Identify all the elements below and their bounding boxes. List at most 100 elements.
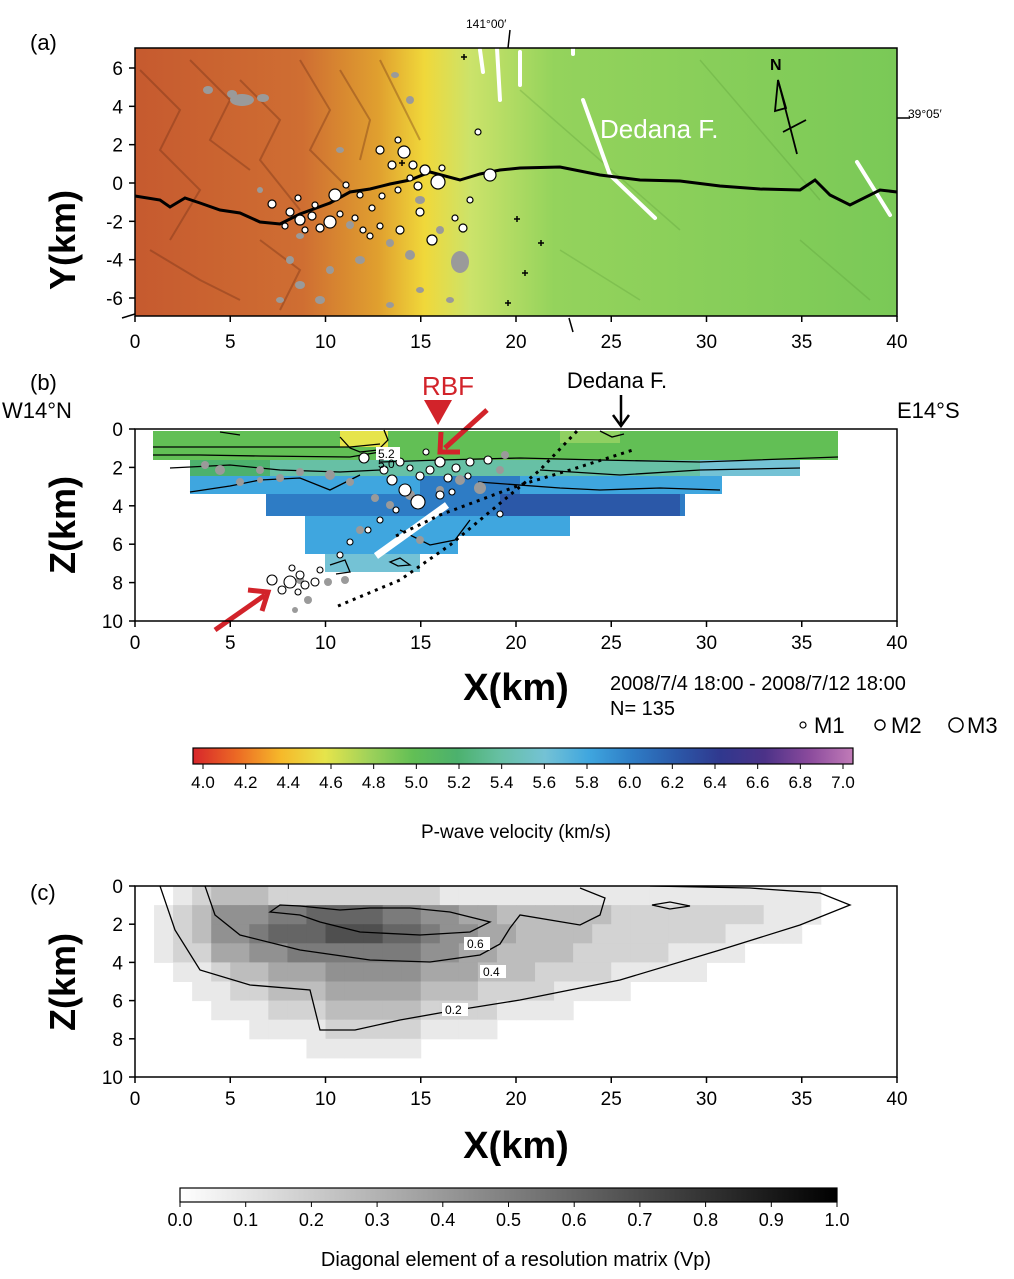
resolution-cell — [211, 924, 231, 944]
grey-epicenters — [203, 72, 469, 308]
resolution-cell — [344, 962, 365, 982]
resolution-cell — [230, 962, 250, 982]
resolution-cell — [592, 905, 612, 925]
resolution-cell — [420, 981, 441, 1002]
resolution-cell — [363, 886, 384, 906]
resolution-cell — [420, 886, 441, 906]
station-profile-line — [134, 165, 898, 226]
resolution-cell — [516, 886, 536, 906]
resolution-cell — [363, 962, 384, 982]
panel-b-y-axis-title: Z(km) — [42, 476, 83, 574]
resolution-cell — [382, 962, 403, 982]
resolution-cell — [420, 1019, 441, 1040]
resolution-cell — [268, 962, 288, 982]
resolution-cell — [611, 943, 631, 963]
resolution-cell — [401, 886, 422, 906]
resolution-cell — [439, 924, 460, 944]
resolution-cell — [325, 886, 346, 906]
resolution-cell — [687, 905, 707, 925]
resolution-cell — [363, 1000, 384, 1021]
resolution-cell — [268, 981, 288, 1002]
resolution-cell — [249, 1000, 269, 1021]
velocity-colorbar-tick-label: 4.2 — [234, 773, 258, 792]
resolution-cell — [706, 943, 727, 963]
magnitude-legend: M1 M2 M3 — [799, 713, 998, 738]
resolution-cell — [477, 981, 498, 1002]
resolution-cell — [477, 1019, 498, 1040]
resolution-cell — [268, 924, 288, 944]
legend-m3: M3 — [967, 713, 998, 738]
resolution-colorbar-tick-label: 0.6 — [562, 1210, 587, 1230]
panel-a-x-tick-label: 5 — [225, 332, 236, 353]
resolution-cell — [554, 924, 574, 944]
panel-c-y-tick-label: 2 — [112, 915, 123, 936]
resolution-colorbar-tick-label: 0.7 — [627, 1210, 652, 1230]
resolution-cell — [725, 886, 746, 906]
contour-label-0.2: 0.2 — [445, 1003, 462, 1017]
resolution-cell — [554, 886, 574, 906]
resolution-section: 0.6 0.4 0.2 — [154, 886, 852, 1059]
panel-b-x-tick-label: 35 — [791, 633, 812, 654]
resolution-cell — [516, 924, 536, 944]
resolution-cell — [401, 943, 422, 963]
time-period: 2008/7/4 18:00 - 2008/7/12 18:00 — [610, 673, 906, 695]
resolution-cell — [611, 962, 631, 982]
resolution-colorbar-tick-label: 0.9 — [759, 1210, 784, 1230]
resolution-cell — [401, 905, 422, 925]
resolution-cell — [249, 1019, 269, 1040]
resolution-cell — [630, 905, 650, 925]
resolution-cell — [573, 943, 593, 963]
velocity-colorbar-tick-label: 5.8 — [575, 773, 599, 792]
velocity-colorbar-tick-label: 6.6 — [746, 773, 770, 792]
resolution-cell — [573, 981, 593, 1002]
panel-c-x-axis-title: X(km) — [463, 1125, 569, 1167]
contour-label-5.0: 5.0 — [378, 457, 395, 471]
resolution-cell — [344, 981, 365, 1002]
resolution-cell — [535, 886, 555, 906]
resolution-cell — [516, 1000, 536, 1021]
resolution-cell — [173, 924, 193, 944]
resolution-cell — [687, 962, 707, 982]
dedana-arrow — [611, 395, 631, 429]
panel-c-x-tick-label: 5 — [225, 1089, 236, 1110]
velocity-colorbar-tick-label: 6.4 — [703, 773, 727, 792]
resolution-cell — [630, 886, 650, 906]
panel-b-x-tick-label: 25 — [601, 633, 622, 654]
panel-c-x-tick-label: 40 — [886, 1089, 907, 1110]
resolution-cell — [230, 1000, 250, 1021]
panel-c-y-tick-label: 10 — [102, 1068, 123, 1089]
velocity-colorbar-tick-label: 5.6 — [533, 773, 557, 792]
resolution-cell — [496, 886, 517, 906]
resolution-cell — [554, 905, 574, 925]
panel-a-y-tick-label: 6 — [112, 59, 123, 80]
velocity-colorbar-tick-label: 4.8 — [362, 773, 386, 792]
lat-tick-left — [121, 313, 136, 319]
resolution-cell — [306, 924, 326, 944]
resolution-cell — [230, 905, 250, 925]
resolution-cell — [211, 981, 231, 1002]
rbf-label: RBF — [422, 371, 474, 401]
resolution-cell — [439, 886, 460, 906]
velocity-colorbar: 4.0 4.2 4.4 4.6 4.8 5.0 5.2 5.4 5.6 5.8 6.0 6.2 6.4 6… — [191, 747, 855, 792]
legend-m2: M2 — [891, 713, 922, 738]
resolution-cell — [382, 905, 403, 925]
panel-a-x-tick-label: 15 — [410, 332, 431, 353]
white-fault-segment — [373, 502, 450, 559]
panel-b-y-tick-label: 2 — [112, 458, 123, 479]
resolution-cell — [668, 943, 688, 963]
resolution-cell — [687, 943, 707, 963]
resolution-cell — [325, 924, 346, 944]
resolution-cell — [687, 924, 707, 944]
resolution-cell — [496, 905, 517, 925]
panel-a-y-tick-label: -2 — [106, 212, 123, 233]
resolution-cell — [249, 943, 269, 963]
resolution-cell — [535, 962, 555, 982]
resolution-cell — [325, 1000, 346, 1021]
velocity-cell — [700, 460, 800, 476]
resolution-cell — [744, 905, 765, 925]
resolution-cell — [573, 962, 593, 982]
resolution-cell — [763, 905, 784, 925]
panel-a-x-tick-label: 10 — [315, 332, 336, 353]
resolution-cell — [649, 924, 669, 944]
resolution-cell — [535, 1000, 555, 1021]
